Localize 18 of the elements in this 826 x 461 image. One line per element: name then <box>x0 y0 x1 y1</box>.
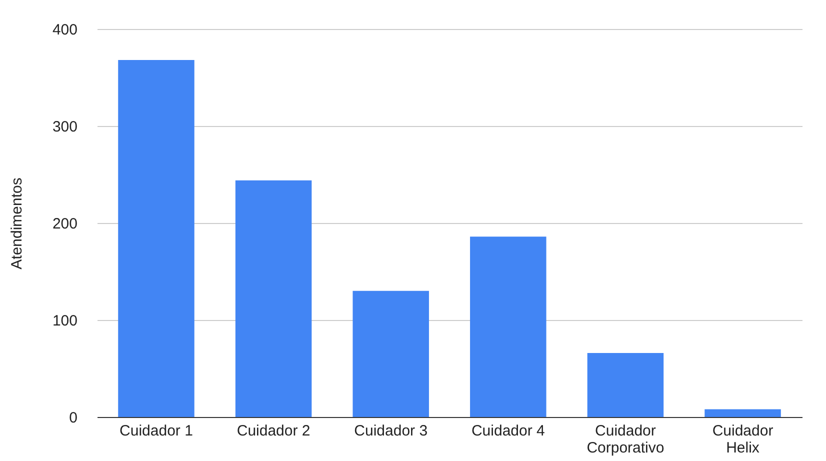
bar <box>587 352 664 417</box>
bar <box>118 60 194 417</box>
y-tick-label: 400 <box>52 22 78 38</box>
x-tick-label: Cuidador 3 <box>354 422 428 440</box>
y-tick-label: 0 <box>69 410 78 426</box>
y-tick-label: 300 <box>52 118 78 136</box>
bar <box>704 409 781 417</box>
x-tick-label: Cuidador 2 <box>236 422 310 440</box>
bar <box>352 290 429 417</box>
x-tick-label: Cuidador 1 <box>120 422 193 440</box>
x-tick-label: Cuidador Corporativo <box>586 422 664 456</box>
bar <box>470 236 546 417</box>
y-tick-label: 100 <box>52 312 78 330</box>
x-tick-label: Cuidador 4 <box>471 422 545 440</box>
y-tick-label: 200 <box>52 216 78 232</box>
bar <box>235 180 312 417</box>
y-axis-title: Atendimentos <box>8 178 26 270</box>
x-tick-label: Cuidador Helix <box>712 422 774 456</box>
